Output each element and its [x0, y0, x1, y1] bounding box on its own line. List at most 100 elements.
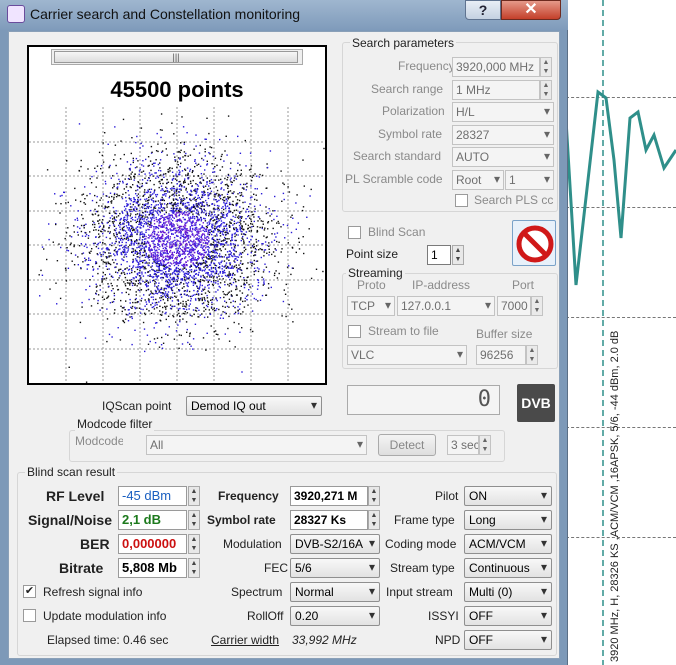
coding-mode-label: Coding mode [385, 537, 457, 551]
result-frequency-spinner[interactable]: ▲ ▼ [368, 486, 380, 506]
streaming-group [342, 273, 558, 369]
rolloff-select[interactable]: 0.20 [290, 606, 380, 626]
search-pls-label: Search PLS cc [474, 193, 554, 207]
result-frequency-label: Frequency [218, 489, 279, 503]
bitrate-value: 5,808 Mb [118, 558, 187, 578]
blind-scan-checkbox[interactable] [348, 226, 361, 239]
scrollbar-thumb[interactable]: ||| [54, 51, 298, 63]
update-modulation-checkbox[interactable] [23, 609, 36, 622]
constellation-plot [29, 107, 325, 383]
help-button[interactable]: ? [465, 0, 501, 20]
detect-button[interactable]: Detect [378, 434, 436, 456]
rf-level-label: RF Level [46, 488, 105, 504]
modulation-select[interactable]: DVB-S2/16A [290, 534, 380, 554]
pilot-select[interactable]: ON [464, 486, 552, 506]
issyi-label: ISSYI [428, 609, 459, 623]
frequency-label: Frequency [398, 59, 455, 73]
spectrum-select[interactable]: Normal [290, 582, 380, 602]
carrier-width-label[interactable]: Carrier width [211, 633, 280, 647]
ip-address-select[interactable]: 127.0.0.1 [397, 296, 495, 316]
player-select[interactable]: VLC [347, 345, 467, 365]
signal-noise-label-clip: Signal/Noise [9, 510, 113, 530]
iqscan-label: IQScan point [102, 399, 172, 413]
symbol-rate-label: Symbol rate [378, 127, 443, 141]
point-count-scrollbar[interactable]: ||| [51, 49, 303, 65]
grid-line [566, 427, 676, 428]
npd-select[interactable]: OFF [464, 630, 552, 650]
search-range-spinner[interactable]: ▲ ▼ [540, 80, 552, 100]
modcode-filter-group [69, 430, 505, 462]
fec-label: FEC [264, 561, 288, 575]
symbol-rate-select[interactable]: 28327 [452, 125, 554, 145]
title-bar[interactable]: Carrier search and Constellation monitor… [0, 0, 568, 30]
ber-spinner[interactable]: ▲ ▼ [188, 534, 200, 554]
frame-type-label: Frame type [394, 513, 455, 527]
grid-line [566, 97, 676, 98]
constellation-display: ||| 45500 points [27, 45, 327, 385]
rf-level-spinner[interactable]: ▲ ▼ [188, 486, 200, 506]
update-modulation-label: Update modulation info [43, 609, 167, 623]
refresh-signal-checkbox[interactable]: ✔ [23, 585, 36, 598]
point-size-field[interactable]: 1 [427, 245, 451, 265]
input-stream-label: Input stream [386, 585, 453, 599]
stream-to-file-checkbox[interactable] [348, 325, 361, 338]
port-spinner[interactable]: ▲ ▼ [531, 296, 543, 316]
counter-display: 0 [347, 385, 500, 415]
search-range-field[interactable]: 1 MHz [452, 80, 540, 100]
window-title: Carrier search and Constellation monitor… [30, 6, 301, 22]
carrier-width-value: 33,992 MHz [292, 633, 357, 647]
input-stream-select[interactable]: Multi (0) [464, 582, 552, 602]
result-symbol-rate-spinner[interactable]: ▲ ▼ [368, 510, 380, 530]
close-button[interactable]: ✕ [501, 0, 561, 20]
elapsed-time-label: Elapsed time: 0.46 sec [47, 633, 169, 647]
carrier-search-window: Carrier search and Constellation monitor… [0, 0, 568, 665]
proto-select[interactable]: TCP [347, 296, 395, 316]
fec-select[interactable]: 5/6 [290, 558, 380, 578]
frame-type-select[interactable]: Long [464, 510, 552, 530]
ber-value: 0,000000 [118, 534, 187, 554]
modcode-label: Modcode [75, 434, 123, 448]
spectrum-window [566, 0, 676, 665]
frequency-field[interactable]: 3920,000 MHz [452, 57, 540, 77]
refresh-signal-label: Refresh signal info [43, 585, 143, 599]
frequency-spinner[interactable]: ▲ ▼ [540, 57, 552, 77]
iqscan-select[interactable]: Demod IQ out [186, 396, 322, 416]
detect-timeout-field[interactable]: 3 sec [447, 435, 479, 455]
blind-scan-result-group [17, 472, 557, 656]
stop-button[interactable] [512, 220, 556, 266]
point-size-label: Point size [346, 247, 399, 261]
stop-icon [516, 225, 554, 263]
spectrum-trace [566, 0, 676, 665]
buffer-size-field[interactable]: 96256 [476, 345, 526, 365]
proto-label: Proto [357, 278, 386, 292]
port-field[interactable]: 7000 [497, 296, 531, 316]
search-parameters-title: Search parameters [350, 36, 457, 50]
pl-scramble-mode-select[interactable]: Root [452, 170, 504, 190]
app-icon [7, 5, 25, 23]
search-pls-checkbox[interactable] [455, 194, 468, 207]
pl-scramble-value-select[interactable]: 1 [505, 170, 554, 190]
issyi-select[interactable]: OFF [464, 606, 552, 626]
buffer-size-spinner[interactable]: ▲ ▼ [526, 345, 538, 365]
points-count-label: 45500 points [110, 77, 244, 102]
detect-timeout-spinner[interactable]: ▲ ▼ [479, 435, 491, 455]
modcode-filter-title: Modcode filter [75, 417, 155, 431]
coding-mode-select[interactable]: ACM/VCM [464, 534, 552, 554]
signal-noise-value: 2,1 dB [118, 510, 187, 530]
marker-info-label: 3920 MHz, H, 28326 KS ,ACM/VCM ,16APSK, … [609, 330, 621, 662]
stream-to-file-label: Stream to file [368, 324, 439, 338]
grid-line [566, 317, 676, 318]
stream-type-select[interactable]: Continuous [464, 558, 552, 578]
stream-type-label: Stream type [390, 561, 455, 575]
pilot-label: Pilot [435, 489, 459, 503]
point-size-spinner[interactable]: ▲ ▼ [452, 245, 464, 265]
search-standard-select[interactable]: AUTO [452, 147, 554, 167]
modulation-label: Modulation [223, 537, 282, 551]
polarization-select[interactable]: H/L [452, 102, 554, 122]
rolloff-label: RollOff [247, 609, 284, 623]
bitrate-spinner[interactable]: ▲ ▼ [188, 558, 200, 578]
spectrum-line [566, 89, 676, 286]
signal-noise-spinner[interactable]: ▲ ▼ [188, 510, 200, 530]
modcode-select[interactable]: All [146, 435, 367, 455]
rf-level-value: -45 dBm [118, 486, 187, 506]
